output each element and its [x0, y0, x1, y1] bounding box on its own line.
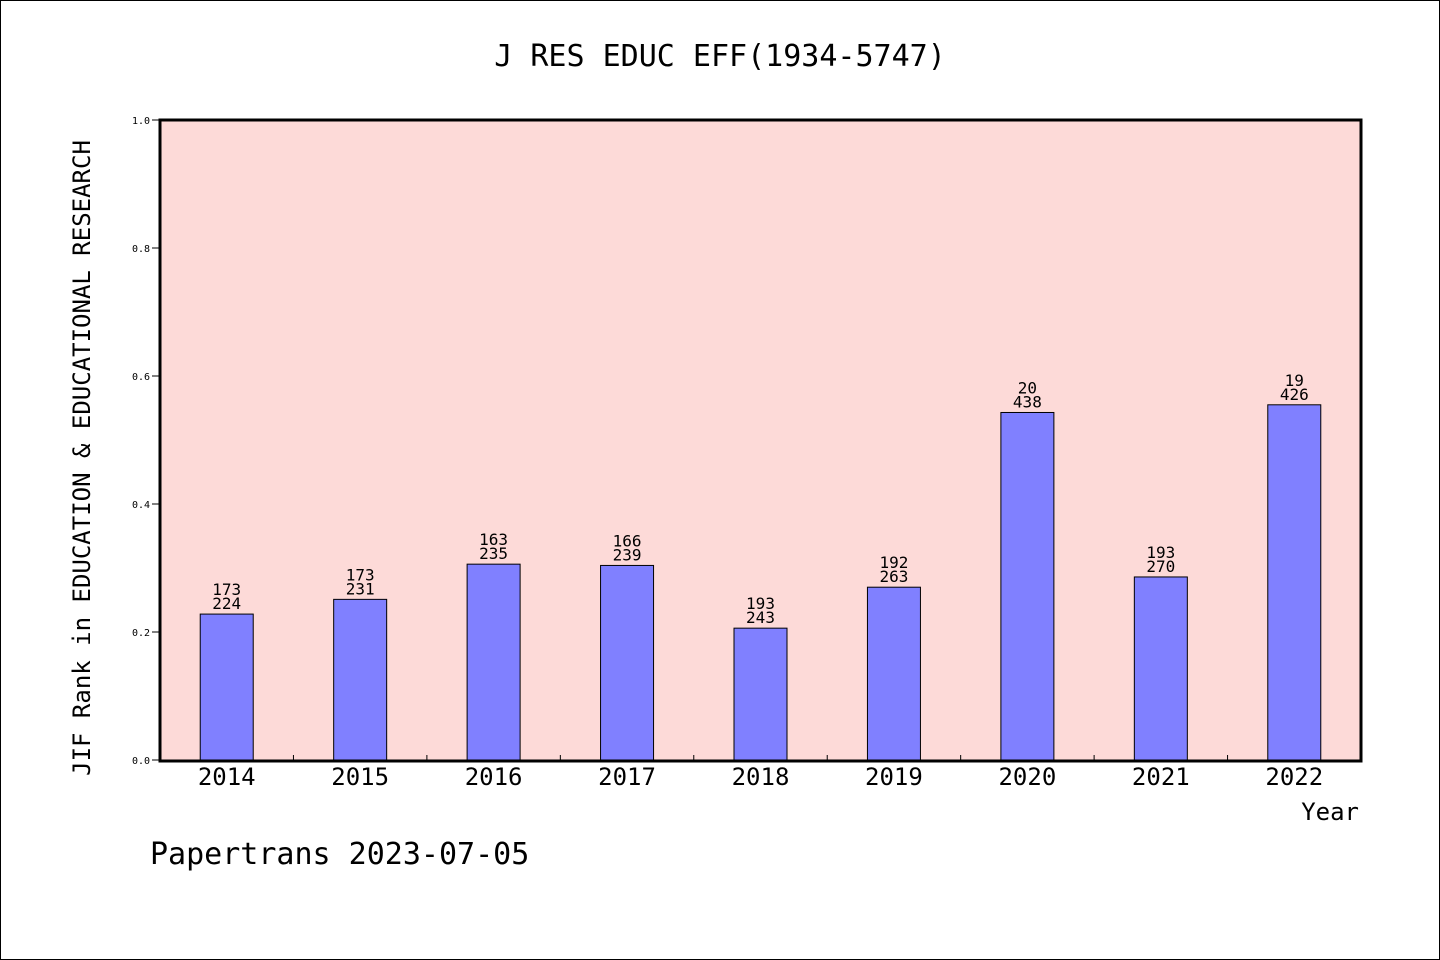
bar-labels-group: 1732241732311632351662391932431922632043…	[212, 371, 1308, 627]
y-tick-label: 0.2	[132, 628, 150, 639]
x-tick-label: 2014	[198, 763, 256, 791]
plot-border	[158, 118, 1363, 763]
bar-2018	[733, 627, 788, 761]
y-axis-label: JIF Rank in EDUCATION & EDUCATIONAL RESE…	[68, 140, 96, 776]
bar-total-label: 235	[479, 544, 508, 563]
y-tick-label: 0.0	[132, 756, 150, 767]
y-tick-label: 0.8	[132, 244, 150, 255]
bar-total-label: 239	[613, 545, 642, 564]
bar-rank-label: 20	[1018, 378, 1037, 397]
bar-2019	[866, 586, 921, 761]
bar-2022	[1267, 404, 1322, 761]
footer-credit: Papertrans 2023-07-05	[150, 837, 529, 872]
bar-2016	[466, 563, 521, 761]
y-tick-label: 0.6	[132, 372, 150, 383]
bar-2021	[1133, 576, 1188, 761]
chart-title: J RES EDUC EFF(1934-5747)	[494, 39, 946, 74]
x-tick-label: 2019	[865, 763, 923, 791]
x-axis-label: Year	[1301, 798, 1359, 826]
bar-2017	[600, 564, 655, 761]
x-tick-label: 2016	[465, 763, 523, 791]
bar-2020	[1000, 411, 1055, 761]
bar-total-label: 270	[1146, 557, 1175, 576]
bar-total-label: 224	[212, 594, 241, 613]
bar-rank-label: 193	[746, 594, 775, 613]
bar-total-label: 426	[1280, 385, 1309, 404]
y-axis: 0.0 0.2 0.4 0.6 0.8 1.0	[132, 116, 160, 767]
x-tick-label: 2022	[1265, 763, 1323, 791]
bar-total-label: 243	[746, 608, 775, 627]
bar-rank-label: 193	[1146, 543, 1175, 562]
bars-group	[199, 404, 1322, 761]
bar-rank-label: 166	[613, 531, 642, 550]
bar-total-label: 438	[1013, 392, 1042, 411]
bar-2015	[333, 598, 388, 761]
bar-total-label: 231	[346, 579, 375, 598]
bar-2014	[199, 613, 254, 761]
x-tick-label: 2015	[331, 763, 389, 791]
bar-total-label: 263	[879, 567, 908, 586]
y-tick-label: 0.4	[132, 500, 150, 511]
x-axis: 2014 2015 2016 2017 2018 2019 2020 2021 2022	[198, 763, 1323, 791]
x-tick-label: 2020	[998, 763, 1056, 791]
x-tick-label: 2021	[1132, 763, 1190, 791]
y-tick-label: 1.0	[132, 116, 150, 127]
bar-rank-label: 19	[1285, 371, 1304, 390]
bar-rank-label: 163	[479, 530, 508, 549]
bar-rank-label: 192	[879, 553, 908, 572]
bar-rank-label: 173	[212, 580, 241, 599]
bar-rank-label: 173	[346, 565, 375, 584]
x-tick-label: 2017	[598, 763, 656, 791]
x-axis-ticks	[292, 755, 1229, 760]
x-tick-label: 2018	[732, 763, 790, 791]
